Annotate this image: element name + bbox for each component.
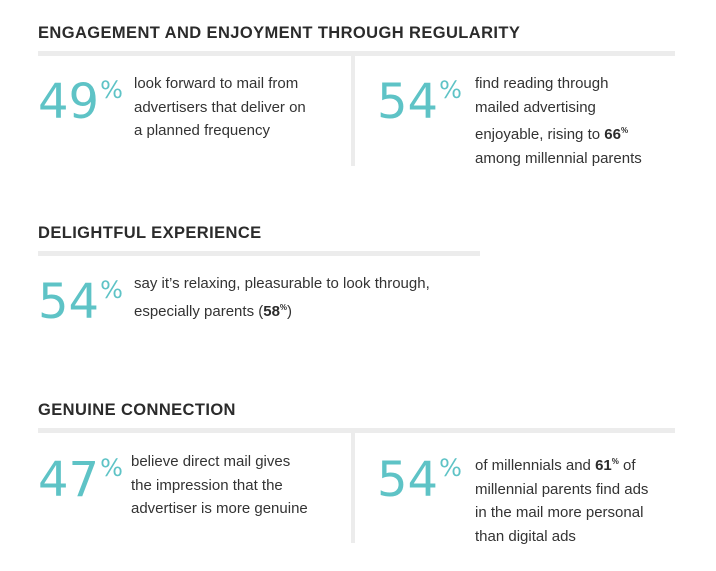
stat-description: say it’s relaxing, pleasurable to look t… [134, 275, 430, 320]
stat-number: 54% [377, 74, 462, 130]
highlight-value: 58% [263, 302, 288, 320]
section-divider [38, 428, 675, 433]
section-title-genuine: GENUINE CONNECTION [38, 401, 236, 419]
section-title-engagement: ENGAGEMENT AND ENJOYMENT THROUGH REGULAR… [38, 24, 521, 42]
stat-description: find reading through mailed advertising … [475, 75, 642, 167]
stat-number: 54% [38, 274, 123, 330]
section-divider [38, 51, 675, 56]
stat-description: of millennials and 61% of millennial par… [475, 457, 649, 545]
highlight-value: 61% [595, 457, 619, 474]
column-divider [351, 433, 355, 543]
stat-number: 54% [377, 452, 462, 508]
stat-number: 47% [38, 452, 123, 508]
stat-description: look forward to mail from advertisers th… [134, 75, 306, 139]
stat-number: 49% [38, 74, 123, 130]
section-title-delightful: DELIGHTFUL EXPERIENCE [38, 224, 262, 242]
highlight-value: 66% [604, 126, 629, 143]
column-divider [351, 56, 355, 166]
stat-description: believe direct mail gives the impression… [131, 453, 308, 517]
section-divider [38, 251, 480, 256]
